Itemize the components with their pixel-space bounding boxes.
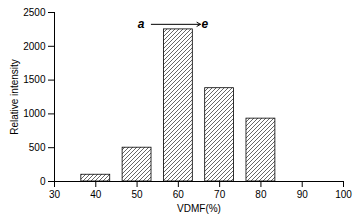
svg-text:1000: 1000 (23, 108, 46, 119)
svg-text:90: 90 (297, 189, 309, 200)
svg-text:2000: 2000 (23, 41, 46, 52)
svg-text:1500: 1500 (23, 74, 46, 85)
svg-text:80: 80 (255, 189, 267, 200)
svg-text:50: 50 (132, 189, 144, 200)
svg-text:60: 60 (173, 189, 185, 200)
svg-text:500: 500 (29, 142, 46, 153)
svg-text:100: 100 (335, 189, 352, 200)
svg-text:e: e (201, 17, 208, 31)
svg-text:0: 0 (40, 176, 46, 187)
svg-text:30: 30 (49, 189, 61, 200)
svg-text:a: a (138, 17, 145, 31)
svg-text:40: 40 (90, 189, 102, 200)
svg-text:Relative intensity: Relative intensity (9, 59, 20, 135)
svg-text:VDMF(%): VDMF(%) (177, 203, 221, 214)
svg-text:2500: 2500 (23, 7, 46, 18)
svg-text:70: 70 (214, 189, 226, 200)
